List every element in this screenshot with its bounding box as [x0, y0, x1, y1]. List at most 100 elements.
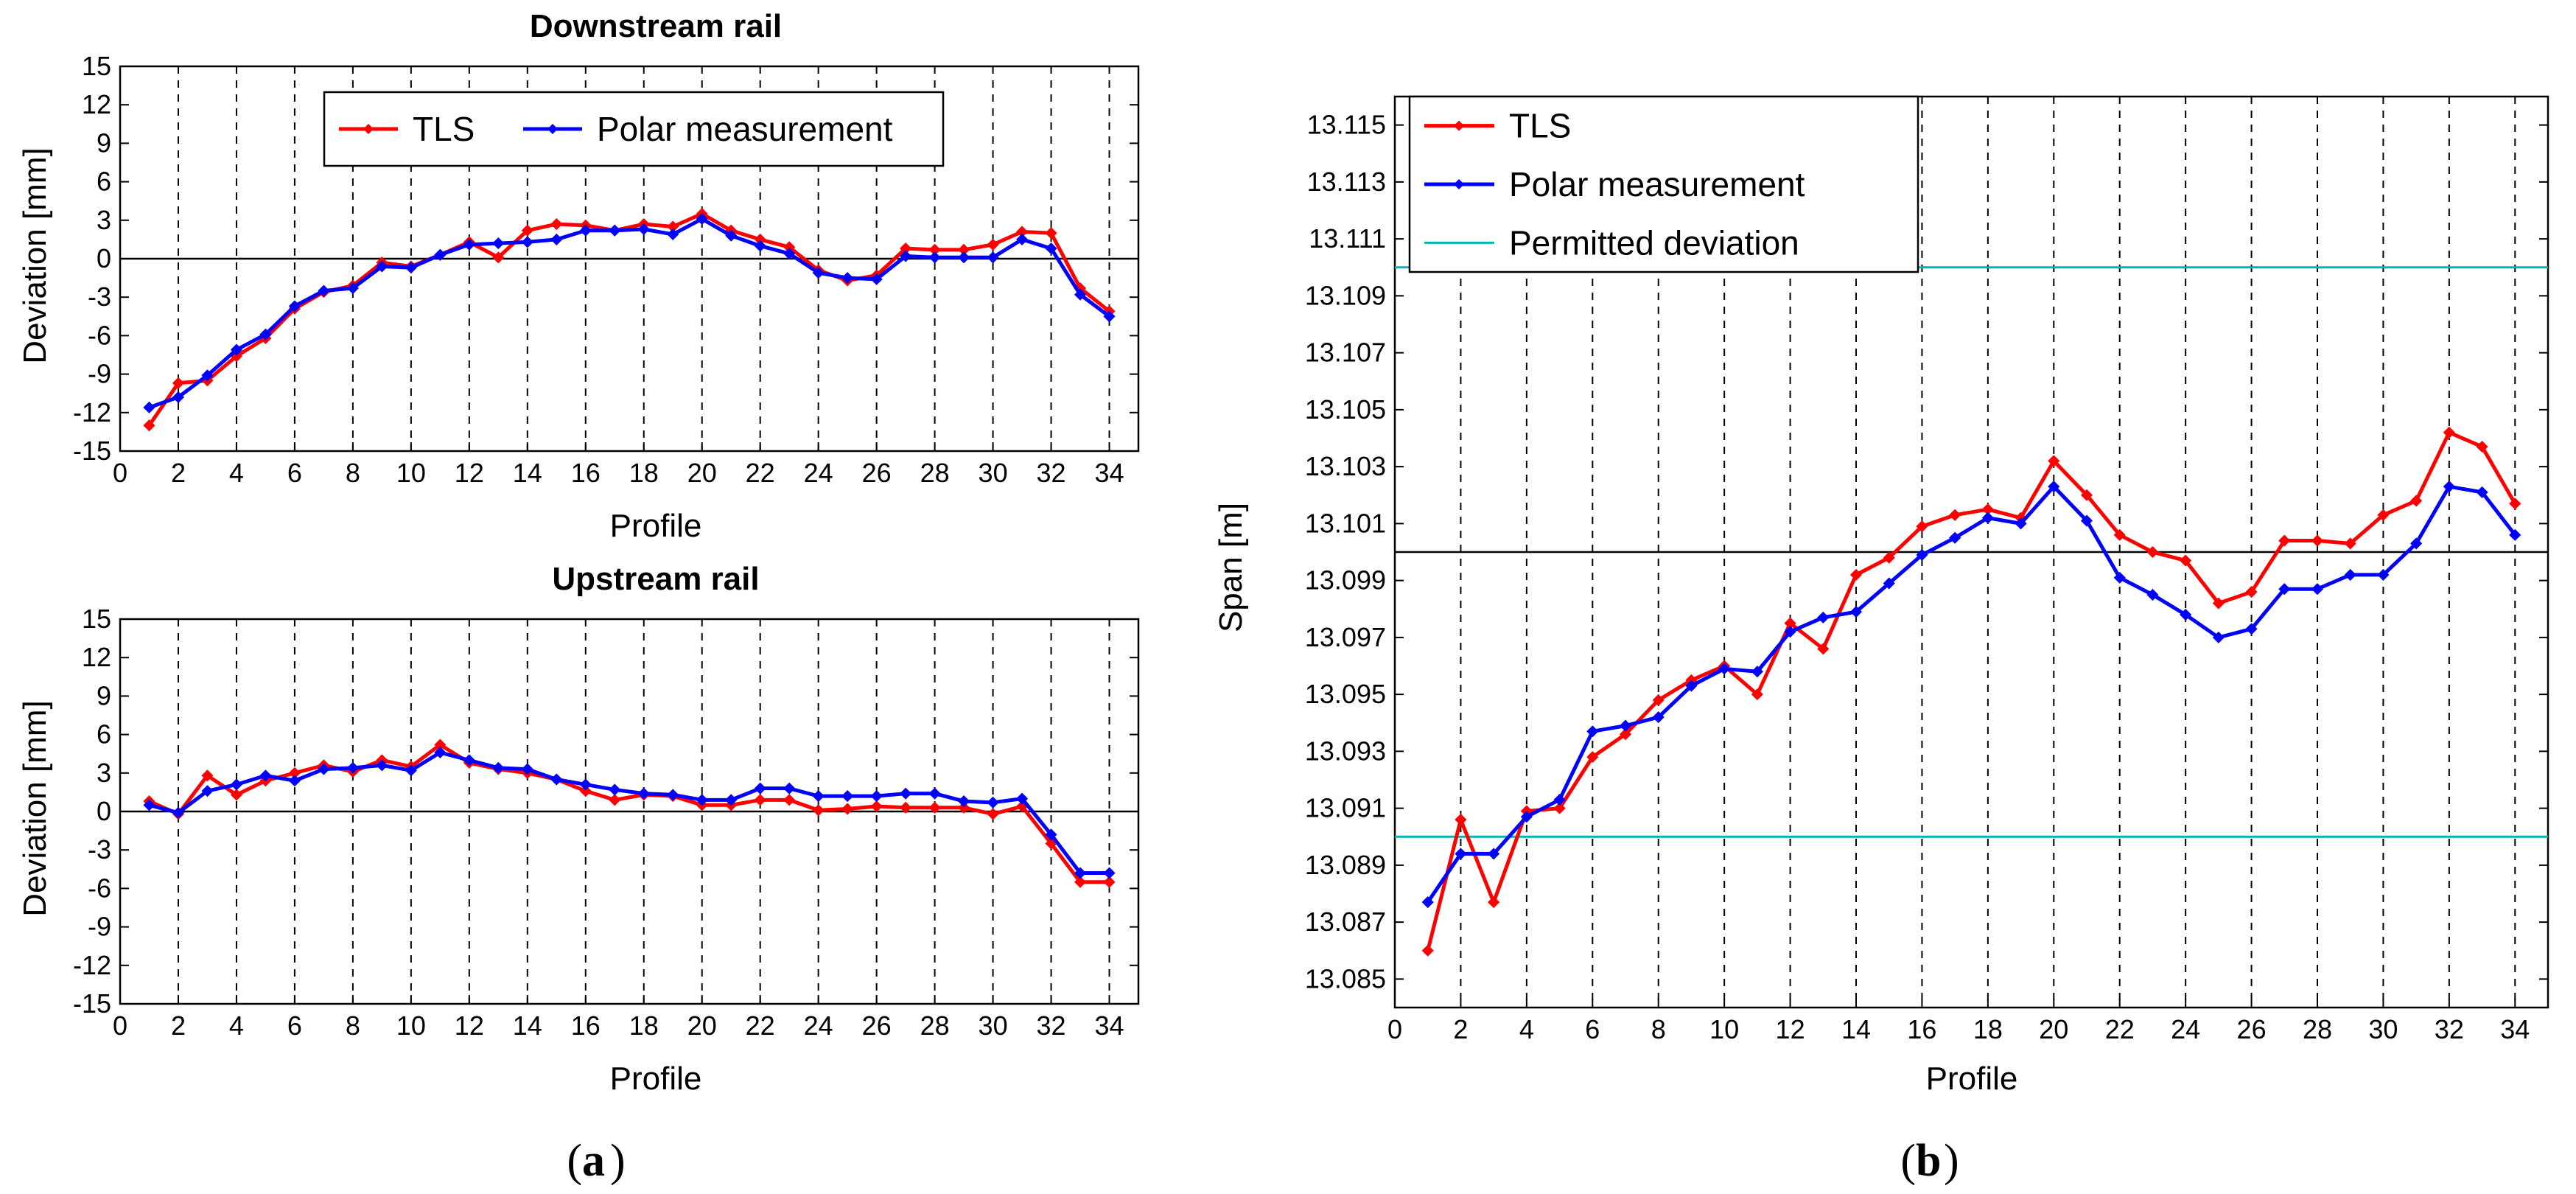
downstream-y-tick-label: -6 — [88, 320, 111, 350]
span-series-tls-line — [1426, 430, 2517, 952]
downstream-series-polar-point — [1015, 233, 1029, 245]
downstream-series-polar-point — [870, 273, 883, 285]
upstream-y-label: Deviation [mm] — [17, 700, 53, 916]
upstream-x-tick-label: 8 — [346, 1010, 360, 1041]
downstream-series-polar-point — [492, 237, 505, 250]
span-series-polar-point — [2113, 571, 2126, 584]
upstream-series-polar-point — [1045, 828, 1057, 841]
span-y-tick-label: 13.101 — [1305, 508, 1386, 538]
downstream-series-polar-point — [812, 267, 825, 279]
upstream-series-polar-point — [987, 796, 999, 809]
span-series-tls-point — [1849, 568, 1863, 581]
span-x-tick-label: 0 — [1387, 1014, 1402, 1044]
downstream-rail-chart: Downstream rail Profile Deviation [mm] 0… — [17, 8, 1140, 544]
upstream-series-polar-point — [667, 789, 679, 801]
downstream-series-tls-point — [667, 220, 679, 233]
downstream-x-tick-label: 26 — [862, 458, 892, 488]
downstream-series-tls-point — [1015, 226, 1029, 238]
upstream-series-polar-point — [696, 794, 708, 806]
span-series-polar-point — [2080, 514, 2093, 527]
span-series-polar-point — [1488, 848, 1500, 860]
span-series-polar-point — [2344, 568, 2356, 581]
upstream-series-polar-point — [492, 761, 505, 774]
downstream-x-tick-label: 22 — [746, 458, 775, 488]
downstream-y-tick-label: -15 — [73, 436, 111, 466]
span-series-tls-point — [1916, 520, 1928, 533]
upstream-series-tls-point — [288, 767, 301, 779]
span-series-polar-point — [1949, 531, 1961, 544]
upstream-y-tick-label: 12 — [82, 642, 111, 672]
upstream-series-polar-point — [637, 787, 650, 800]
downstream-x-tick-label: 14 — [513, 458, 542, 488]
panel-label-a: ( a ) — [567, 1136, 625, 1186]
span-series-tls-point — [1883, 551, 1895, 564]
span-y-tick-label: 13.115 — [1307, 110, 1386, 140]
span-series-polar-point — [2245, 623, 2258, 635]
upstream-y-tick-label: -3 — [88, 834, 111, 865]
span-series-polar-point — [1619, 719, 1632, 732]
span-x-tick-label: 22 — [2105, 1014, 2135, 1044]
span-series-polar-point — [1751, 666, 1763, 678]
upstream-series-tls-point — [201, 769, 214, 782]
upstream-x-tick-label: 26 — [862, 1010, 892, 1041]
span-x-tick-label: 24 — [2171, 1014, 2200, 1044]
upstream-series-polar-point — [376, 759, 388, 772]
upstream-series-tls-line — [148, 743, 1110, 884]
downstream-y-tick-label: 3 — [97, 205, 111, 235]
span-y-tick-label: 13.085 — [1305, 963, 1386, 994]
downstream-x-tick-label: 2 — [171, 458, 186, 488]
span-series-tls-point — [1455, 814, 1467, 826]
downstream-series-polar-point — [1103, 310, 1116, 323]
downstream-series-polar-point — [521, 236, 533, 248]
upstream-series-tls-point — [987, 808, 999, 820]
downstream-x-tick-label: 24 — [804, 458, 833, 488]
upstream-series-polar-point — [434, 746, 447, 759]
span-legend-marker — [1454, 179, 1464, 189]
downstream-series-tls-point — [143, 419, 155, 432]
upstream-x-tick-label: 34 — [1094, 1010, 1124, 1041]
span-series-polar-point — [2410, 537, 2423, 550]
span-series-polar-point — [1849, 606, 1863, 618]
downstream-x-tick-label: 30 — [979, 458, 1008, 488]
upstream-series-polar-point — [812, 790, 825, 803]
span-series-polar-point — [1817, 611, 1830, 624]
upstream-series-tls-point — [230, 789, 243, 801]
span-x-tick-label: 20 — [2039, 1014, 2068, 1044]
span-y-tick-label: 13.111 — [1309, 223, 1386, 254]
span-series-tls-point — [1817, 643, 1830, 655]
downstream-legend-label: Polar measurement — [597, 110, 893, 148]
span-legend-marker — [1454, 120, 1464, 131]
span-y-tick-label: 13.103 — [1305, 451, 1386, 481]
downstream-series-polar-point — [696, 212, 708, 226]
span-series-polar-line — [1426, 484, 2517, 904]
downstream-legend-marker — [547, 124, 558, 134]
downstream-series-polar-point — [405, 262, 417, 274]
upstream-series-polar-point — [288, 775, 301, 787]
span-series-tls-point — [2377, 509, 2390, 521]
span-series-tls-point — [2278, 534, 2291, 547]
span-series-tls-point — [2410, 495, 2423, 507]
upstream-series-polar-point — [550, 773, 563, 786]
upstream-x-tick-label: 30 — [979, 1010, 1008, 1041]
downstream-x-tick-label: 32 — [1037, 458, 1066, 488]
downstream-series-polar-point — [376, 260, 388, 273]
downstream-y-label: Deviation [mm] — [17, 147, 53, 363]
downstream-x-tick-label: 34 — [1094, 458, 1124, 488]
upstream-x-label: Profile — [610, 1061, 702, 1097]
upstream-series-tls-point — [783, 794, 796, 806]
span-series-tls-point — [1586, 751, 1599, 764]
span-series-tls-point — [2443, 426, 2455, 439]
downstream-series-tls-point — [928, 243, 941, 256]
upstream-series-tls-point — [609, 794, 621, 806]
span-series-polar-point — [2015, 517, 2027, 530]
downstream-chart-title: Downstream rail — [530, 8, 782, 44]
downstream-series-polar-point — [1045, 242, 1057, 255]
downstream-series-polar-point — [288, 300, 301, 313]
upstream-series-polar-point — [725, 794, 738, 806]
downstream-y-tick-label: -9 — [88, 359, 111, 389]
span-x-tick-label: 18 — [1973, 1014, 2003, 1044]
upstream-y-tick-label: 3 — [97, 758, 111, 788]
svg-text:(: ( — [1900, 1136, 1916, 1186]
